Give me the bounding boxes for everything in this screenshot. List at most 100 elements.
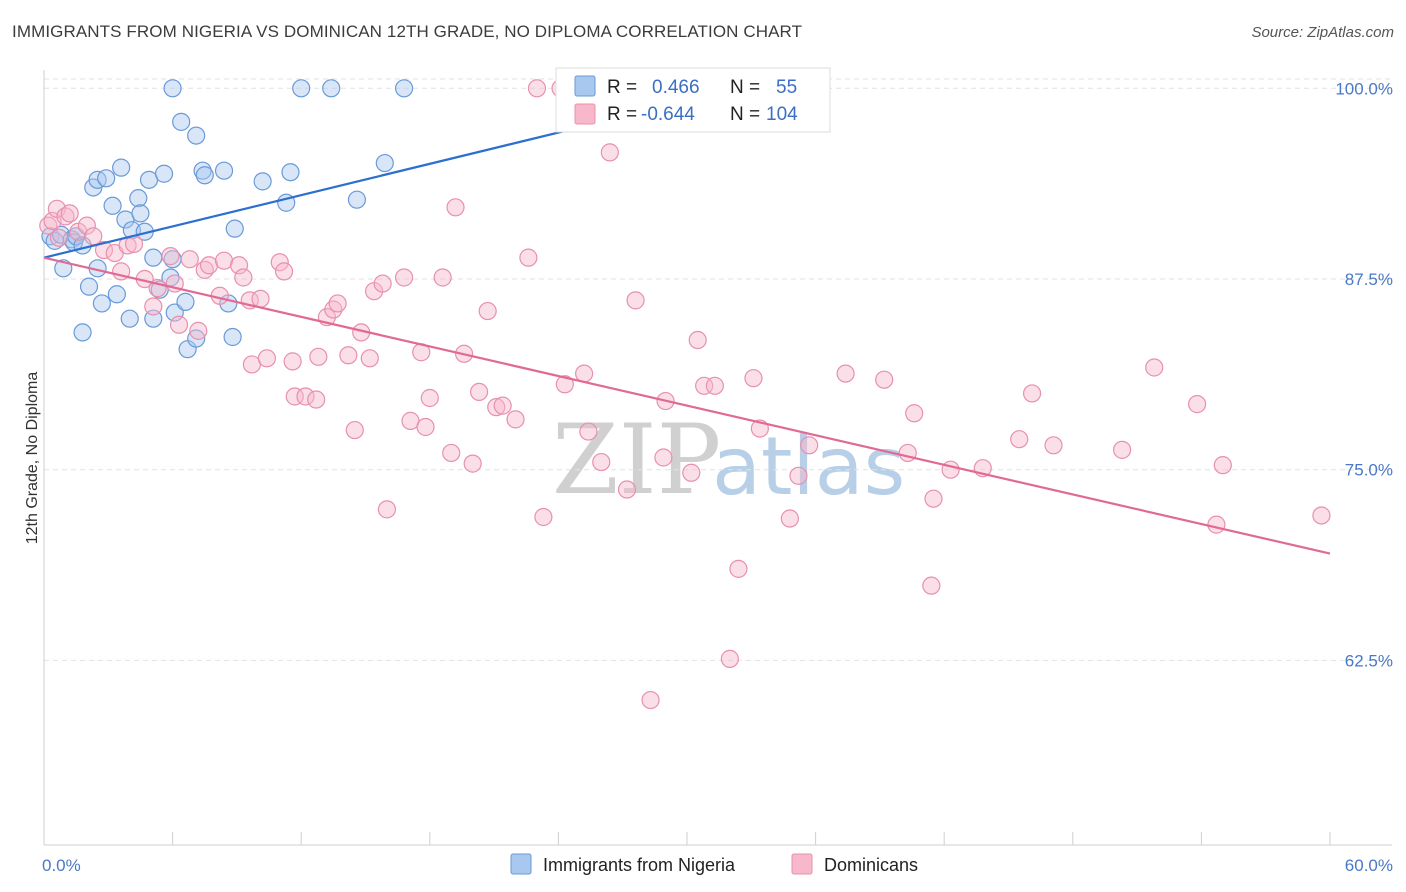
y-tick-label-3: 62.5%: [1345, 651, 1393, 670]
point-dominican-42: [339, 346, 358, 365]
point-dominican-60: [478, 301, 497, 321]
point-dominican-30: [251, 289, 270, 308]
point-dominican-9: [94, 240, 114, 260]
point-dominican-67: [555, 375, 574, 394]
bottom-legend-swatch-nigeria: [510, 853, 532, 875]
point-nigeria-13: [92, 294, 111, 313]
point-dominican-7: [77, 216, 96, 235]
point-dominican-74: [626, 291, 645, 310]
point-nigeria-42: [223, 327, 242, 347]
point-dominican-95: [941, 460, 960, 479]
point-nigeria-28: [154, 164, 174, 183]
bottom-legend-dominican-label: Dominicans: [824, 855, 918, 875]
x-ticks: 0.0% 60.0%: [42, 832, 1393, 875]
point-dominican-99: [1044, 436, 1063, 455]
point-dominican-58: [463, 454, 482, 473]
point-nigeria-21: [129, 189, 148, 208]
legend-box: [555, 67, 831, 133]
point-dominican-101: [1145, 358, 1164, 377]
point-nigeria-51: [394, 79, 414, 98]
point-dominican-82: [720, 649, 739, 668]
point-nigeria-19: [120, 309, 139, 328]
point-dominican-45: [360, 349, 379, 368]
legend-nigeria-n-label: N =: [730, 77, 760, 98]
point-dominican-87: [789, 466, 808, 485]
point-dominican-78: [682, 463, 701, 482]
y-tick-label-1: 87.5%: [1345, 270, 1393, 289]
point-dominican-97: [1010, 430, 1029, 449]
point-dominican-105: [1312, 506, 1331, 525]
legend-nigeria-r-label: R =: [607, 77, 637, 98]
point-dominican-36: [296, 387, 315, 406]
point-dominican-79: [688, 330, 707, 350]
point-dominican-32: [270, 253, 289, 272]
point-nigeria-17: [112, 158, 131, 177]
point-dominican-38: [309, 347, 328, 366]
point-dominican-8: [84, 227, 103, 246]
watermark-zip: ZIP: [552, 404, 721, 516]
point-nigeria-31: [163, 79, 182, 98]
legend-dominican-n-value: 104: [766, 104, 798, 125]
legend-swatch-nigeria: [574, 75, 596, 97]
point-nigeria-15: [103, 196, 122, 215]
point-dominican-73: [617, 480, 637, 499]
point-nigeria-34: [176, 292, 195, 311]
point-dominican-53: [420, 388, 439, 408]
point-dominican-15: [144, 297, 163, 316]
legend-dominican-n-label: N =: [730, 104, 760, 125]
point-dominican-21: [189, 321, 208, 340]
point-nigeria-40: [214, 161, 234, 180]
point-dominican-43: [345, 420, 364, 440]
point-dominican-104: [1213, 456, 1232, 475]
point-dominican-75: [641, 690, 660, 710]
point-dominican-31: [257, 349, 277, 368]
trendline-dominican: [43, 256, 1331, 555]
point-dominican-33: [274, 262, 294, 281]
point-nigeria-46: [281, 163, 300, 182]
point-nigeria-44: [253, 172, 272, 191]
y-tick-labels: 100.0% 87.5% 75.0% 62.5%: [1335, 79, 1393, 670]
point-dominican-80: [695, 376, 714, 395]
point-dominican-93: [922, 576, 941, 595]
point-nigeria-39: [195, 166, 214, 185]
legend-dominican-r-label: R =: [607, 104, 637, 125]
point-dominican-84: [744, 369, 763, 388]
point-dominican-47: [373, 274, 392, 293]
point-nigeria-14: [97, 169, 116, 188]
point-dominican-27: [234, 268, 253, 287]
point-dominican-86: [780, 509, 799, 528]
point-dominican-3: [49, 228, 69, 247]
legend-swatch-dominican: [574, 103, 596, 125]
y-tick-label-0: 100.0%: [1335, 79, 1393, 98]
x-tick-label-1: 60.0%: [1345, 856, 1393, 875]
point-nigeria-22: [131, 204, 150, 223]
x-tick-label-0: 0.0%: [42, 856, 81, 875]
point-nigeria-50: [375, 153, 394, 173]
point-dominican-61: [487, 398, 506, 417]
point-dominican-55: [442, 443, 461, 463]
point-dominican-56: [446, 198, 465, 217]
point-dominican-89: [836, 364, 855, 383]
point-dominican-90: [875, 370, 894, 389]
watermark-atlas: atlas: [712, 420, 905, 513]
point-dominican-52: [416, 417, 435, 437]
series-dominican-points: [39, 79, 1331, 710]
y-axis-title: 12th Grade, No Diploma: [24, 372, 41, 545]
point-nigeria-8: [73, 323, 92, 342]
point-dominican-59: [469, 382, 489, 401]
point-nigeria-48: [322, 79, 341, 98]
point-dominican-68: [534, 507, 553, 527]
point-dominican-81: [705, 376, 724, 395]
point-nigeria-43: [225, 219, 244, 238]
point-nigeria-9: [79, 277, 99, 296]
bottom-legend-swatch-dominican: [791, 853, 813, 875]
point-dominican-62: [493, 396, 512, 415]
point-nigeria-36: [187, 126, 206, 145]
y-tick-label-2: 75.0%: [1345, 461, 1393, 480]
source-credit: Source: ZipAtlas.com: [1251, 24, 1394, 41]
point-dominican-34: [283, 352, 302, 371]
point-dominican-72: [600, 143, 619, 162]
point-dominican-19: [169, 315, 189, 334]
point-dominican-92: [905, 404, 924, 423]
point-dominican-83: [729, 559, 748, 578]
